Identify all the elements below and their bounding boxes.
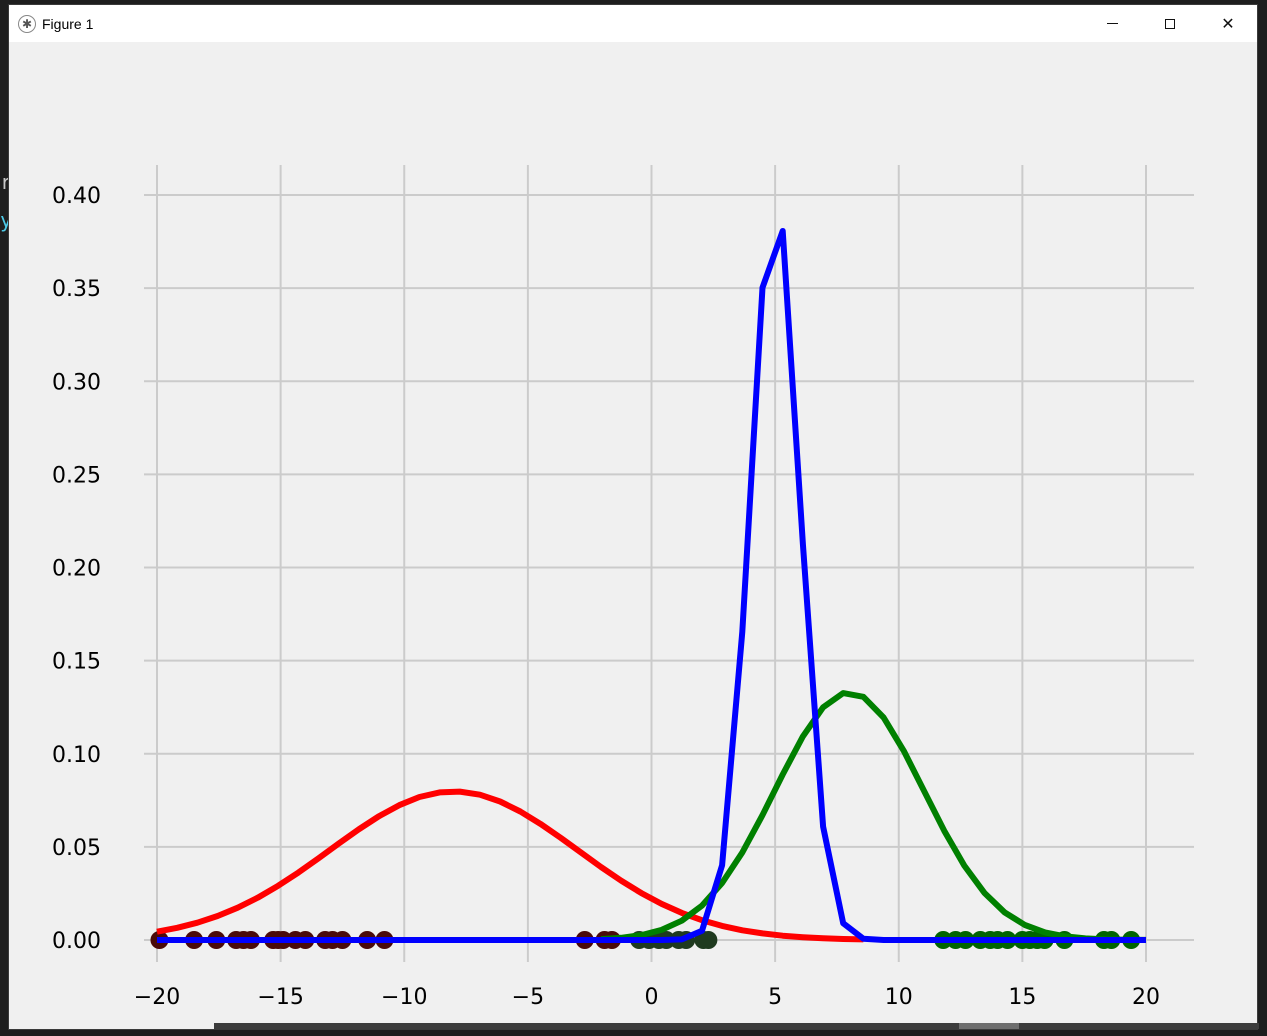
series-line: [156, 788, 864, 943]
y-tick-label: 0.20: [52, 557, 101, 582]
plot-area: −20 −15 −10 −5 0 5 10 15 20 0.00 0.05 0.10 0.15 0.20 0…: [9, 42, 1257, 1033]
y-tick-label: 0.10: [52, 743, 101, 768]
matplotlib-logo-icon: ✱: [18, 14, 36, 33]
title-bar[interactable]: ✱ Figure 1 ✕: [9, 5, 1257, 42]
x-tick-label: −15: [257, 985, 303, 1010]
x-tick-label: 0: [645, 985, 659, 1010]
x-tick-label: 10: [885, 985, 913, 1010]
y-tick-label: 0.00: [52, 929, 101, 954]
minimize-icon: [1106, 23, 1118, 24]
x-tick-label: −20: [134, 985, 180, 1010]
chart-svg: −20 −15 −10 −5 0 5 10 15 20 0.00 0.05 0.10 0.15 0.20 0…: [52, 165, 1194, 1010]
figure-window: ✱ Figure 1 ✕ −20 −15 −10 −5 0 5 10 15 20 0.00 0.05…: [8, 4, 1259, 1033]
close-icon: ✕: [1221, 14, 1235, 33]
series-line: [157, 228, 1146, 943]
scrollbar-thumb[interactable]: [959, 1023, 1019, 1029]
y-tick-label: 0.25: [52, 463, 101, 488]
x-tick-label: −10: [381, 985, 427, 1010]
x-tick-label: 5: [768, 985, 782, 1010]
y-tick-label: 0.30: [52, 370, 101, 395]
close-button[interactable]: ✕: [1199, 5, 1257, 42]
y-tick-label: 0.15: [52, 650, 101, 675]
x-tick-label: 15: [1008, 985, 1036, 1010]
window-title: Figure 1: [42, 15, 94, 32]
series-line: [600, 690, 1147, 943]
maximize-button[interactable]: [1141, 5, 1199, 42]
y-tick-label: 0.40: [52, 184, 101, 209]
x-tick-label: 20: [1132, 985, 1160, 1010]
minimize-button[interactable]: [1083, 5, 1141, 42]
y-tick-label: 0.35: [52, 277, 101, 302]
x-tick-label: −5: [512, 985, 544, 1010]
window-controls: ✕: [1083, 5, 1257, 42]
data-point: [699, 931, 718, 949]
horizontal-scrollbar[interactable]: [214, 1023, 1259, 1029]
maximize-icon: [1165, 18, 1175, 29]
y-tick-label: 0.05: [52, 836, 101, 861]
